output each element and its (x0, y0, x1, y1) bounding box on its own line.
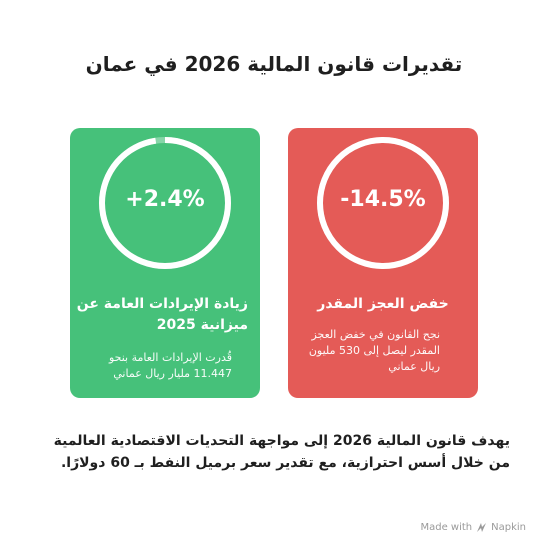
revenue-card-title: زيادة الإيرادات العامة عن ميزانية 2025 (76, 296, 248, 333)
summary-text: يهدف قانون المالية 2026 إلى مواجهة التحد… (53, 433, 510, 471)
napkin-logo-icon (477, 523, 487, 532)
deficit-card-text: نجح القانون في خفض العجز المقدر ليصل إلى… (308, 328, 440, 373)
deficit-card: -14.5% خفض العجز المقدر نجح القانون في خ… (288, 128, 478, 398)
made-with-label: Made with (420, 522, 473, 533)
deficit-progress-ring (317, 137, 449, 269)
napkin-brand: Napkin (491, 522, 526, 533)
made-with-napkin: Made with Napkin (420, 522, 526, 533)
page-title: تقديرات قانون المالية 2026 في عمان (85, 52, 463, 76)
revenue-card: +2.4% زيادة الإيرادات العامة عن ميزانية … (70, 128, 260, 398)
deficit-card-title: خفض العجز المقدر (317, 296, 449, 312)
revenue-progress-ring (99, 137, 231, 269)
revenue-change-value: +2.4% (125, 187, 205, 212)
deficit-change-value: -14.5% (340, 187, 426, 212)
revenue-card-text: قُدرت الإيرادات العامة بنحو 11.447 مليار… (108, 351, 232, 380)
